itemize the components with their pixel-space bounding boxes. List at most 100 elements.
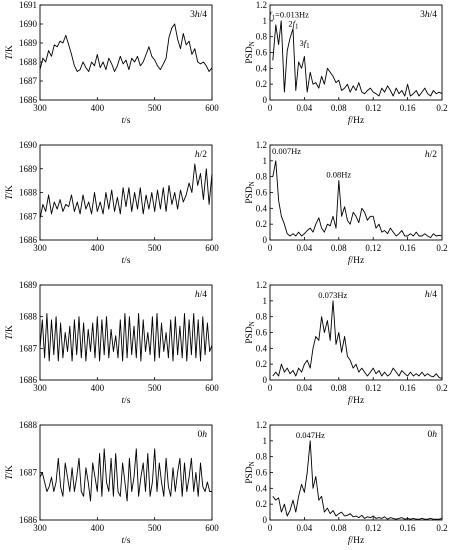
x-tick-label: 0.08 [331,103,347,113]
x-tick-label: 0.08 [331,523,347,533]
x-tick-label: 500 [148,383,162,393]
plot-frame [39,284,213,381]
y-tick-label: 0.8 [256,452,268,462]
y-tick-label: 1688 [19,57,38,67]
x-tick-label: 0 [268,383,273,393]
data-point [419,519,420,520]
data-point [298,496,299,497]
y-tick-label: 1.2 [256,280,267,290]
y-tick-label: 0.8 [256,32,268,42]
y-tick-label: 0.4 [256,483,268,493]
x-axis-label: f/Hz [348,395,364,406]
y-axis-label: T/K [5,325,15,340]
panel-label: h/2 [195,150,207,160]
y-tick-label: 1.2 [256,0,267,10]
series-line [272,440,443,520]
y-tick-label: 1690 [19,19,38,29]
x-tick-label: 0.2 [436,383,447,393]
x-tick-label: 0.16 [400,523,416,533]
data-point [416,519,417,520]
series-line [39,163,213,219]
data-point [436,519,437,520]
y-tick-label: 0.8 [256,172,268,182]
x-tick-label: 0.2 [436,243,447,253]
data-point [439,519,440,520]
series-line [272,160,443,239]
series-line [272,20,443,97]
data-point [427,519,428,520]
series-line [39,448,212,502]
data-point [424,519,425,520]
y-axis-label: T/K [5,45,15,60]
y-tick-label: 0.6 [256,468,268,478]
data-point [381,518,382,519]
y-tick-label: 0.4 [256,203,268,213]
data-point [344,516,345,517]
y-tick-label: 0 [263,375,268,385]
data-point [290,510,291,511]
data-point [310,440,311,441]
x-tick-label: 300 [33,383,47,393]
panel-label: 3h/4 [420,10,437,20]
x-tick-label: 300 [33,103,47,113]
y-tick-label: 0.2 [256,79,267,89]
y-tick-label: 1 [263,156,268,166]
x-tick-label: 0.04 [297,523,313,533]
x-tick-label: 400 [91,243,105,253]
y-tick-label: 0.2 [256,359,267,369]
x-axis-label: t/s [122,396,131,406]
x-tick-label: 600 [205,383,219,393]
data-point [281,512,282,513]
panel-label: 0h [428,430,438,440]
data-point [318,500,319,501]
series-line [39,313,213,362]
data-point [333,510,334,511]
y-tick-label: 0.4 [256,343,268,353]
data-point [410,519,411,520]
plot-frame [39,4,213,101]
data-point [293,500,294,501]
data-point [347,515,348,516]
data-point [358,517,359,518]
panel-label: 3h/4 [190,10,207,20]
series-line [272,300,443,379]
y-tick-label: 1.2 [256,140,267,150]
data-point [272,496,273,497]
annotation-label: f1=0.013Hz [269,10,309,22]
y-tick-label: 0 [263,235,268,245]
x-axis-label: f/Hz [348,535,364,546]
data-point [275,500,276,501]
data-point [396,519,397,520]
data-point [284,504,285,505]
data-point [304,492,305,493]
x-tick-label: 0.08 [331,383,347,393]
y-tick-label: 0.6 [256,328,268,338]
annotation-label: 0.08Hz [326,170,351,180]
x-tick-label: 500 [148,523,162,533]
x-axis-label: f/Hz [348,255,364,266]
data-point [350,513,351,514]
panel-label: 0h [198,430,208,440]
y-tick-label: 1689 [19,38,38,48]
x-tick-label: 0.04 [297,243,313,253]
y-tick-label: 1691 [19,0,37,10]
x-axis-label: t/s [122,116,131,126]
panel-label: h/4 [425,290,437,300]
data-point [399,518,400,519]
y-tick-label: 0.6 [256,188,268,198]
y-tick-label: 1688 [19,312,38,322]
data-point [324,512,325,513]
data-point [387,519,388,520]
y-tick-label: 1 [263,296,268,306]
x-tick-label: 0.16 [400,103,416,113]
x-tick-label: 0.12 [365,103,381,113]
data-point [390,517,391,518]
y-axis-label: PSDN [245,181,256,204]
data-point [364,518,365,519]
y-axis-label: PSDN [245,41,256,64]
y-tick-label: 0.2 [256,219,267,229]
x-tick-label: 0.04 [297,103,313,113]
